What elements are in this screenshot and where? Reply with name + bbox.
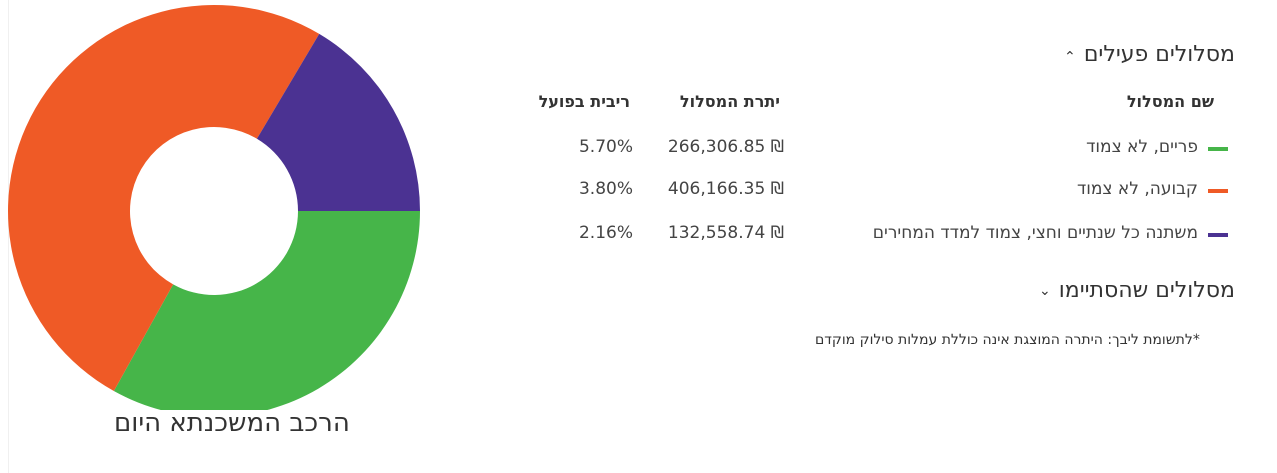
donut-slice-3[interactable] bbox=[256, 33, 420, 211]
table-row: קבועה, לא צמוד 406,166.35 ₪ 3.80% bbox=[520, 177, 1250, 205]
column-header-name: שם המסלול bbox=[1126, 92, 1214, 111]
table-row: משתנה כל שנתיים וחצי, צמוד למדד המחירים … bbox=[520, 221, 1250, 249]
mortgage-donut-chart bbox=[8, 5, 420, 410]
route-name: קבועה, לא צמוד bbox=[1076, 179, 1198, 199]
column-header-balance: יתרת המסלול bbox=[679, 92, 780, 111]
donut-slices bbox=[8, 5, 420, 410]
chevron-up-icon: ⌄ bbox=[1064, 46, 1076, 63]
legend-swatch bbox=[1208, 189, 1228, 193]
ended-routes-toggle[interactable]: מסלולים שהסתיימו ⌄ bbox=[1039, 278, 1235, 303]
route-rate: 3.80% bbox=[578, 179, 633, 199]
donut-slice-2[interactable] bbox=[8, 5, 320, 392]
route-balance: 132,558.74 ₪ bbox=[667, 223, 784, 243]
balance-disclaimer-note: *לתשומת ליבך: היתרה המוצגת אינה כוללת עמ… bbox=[815, 332, 1200, 348]
route-rate: 2.16% bbox=[578, 223, 633, 243]
donut-slice-1[interactable] bbox=[113, 211, 420, 410]
active-routes-header: מסלולים פעילים bbox=[1083, 42, 1235, 67]
route-name: משתנה כל שנתיים וחצי, צמוד למדד המחירים bbox=[872, 223, 1198, 243]
routes-panel: מסלולים פעילים ⌄ שם המסלול יתרת המסלול ר… bbox=[520, 30, 1250, 370]
left-edge-divider bbox=[8, 0, 9, 473]
chevron-down-icon: ⌄ bbox=[1039, 282, 1051, 299]
ended-routes-header: מסלולים שהסתיימו bbox=[1058, 278, 1235, 303]
legend-swatch bbox=[1208, 147, 1228, 151]
route-balance: 406,166.35 ₪ bbox=[667, 179, 784, 199]
column-header-rate: ריבית בפועל bbox=[538, 92, 630, 111]
route-balance: 266,306.85 ₪ bbox=[667, 137, 784, 157]
route-name: פריים, לא צמוד bbox=[1086, 137, 1198, 157]
chart-title: הרכב המשכנתא היום bbox=[114, 408, 350, 438]
legend-swatch bbox=[1208, 233, 1228, 237]
table-row: פריים, לא צמוד 266,306.85 ₪ 5.70% bbox=[520, 135, 1250, 163]
active-routes-toggle[interactable]: מסלולים פעילים ⌄ bbox=[1064, 42, 1235, 67]
route-rate: 5.70% bbox=[578, 137, 633, 157]
